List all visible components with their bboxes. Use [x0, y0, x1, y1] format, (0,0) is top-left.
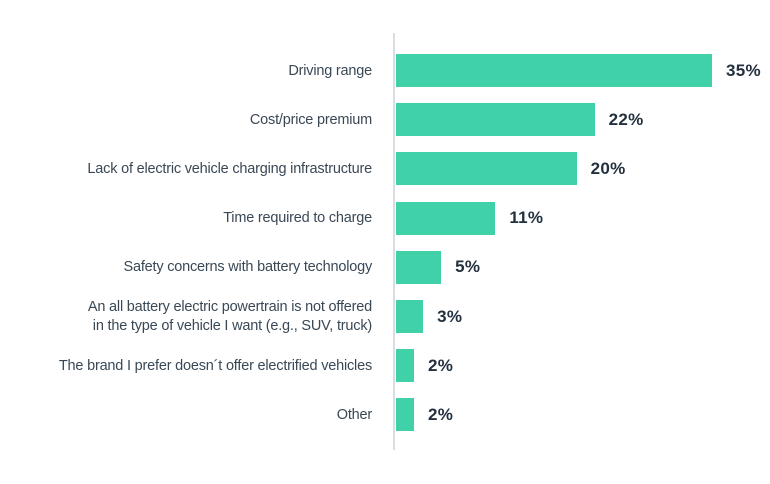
y-axis-line: [393, 33, 395, 450]
chart-row: The brand I prefer doesn´t offer electri…: [0, 341, 770, 390]
value-label: 22%: [608, 109, 644, 129]
category-label: Lack of electric vehicle charging infras…: [87, 160, 372, 177]
bar: [396, 349, 415, 383]
category-label: Time required to charge: [223, 210, 372, 227]
bar-area: 5%: [396, 250, 770, 284]
value-label: 5%: [455, 257, 481, 277]
bar-area: 35%: [396, 54, 770, 88]
bar: [396, 250, 442, 284]
category-label: The brand I prefer doesn´t offer electri…: [58, 357, 372, 374]
category-label: Driving range: [288, 62, 372, 79]
chart-row: Cost/price premium 22%: [0, 95, 770, 144]
chart-rows: Driving range 35% Cost/price premium 22%…: [0, 46, 770, 440]
category-label: Other: [336, 406, 372, 423]
bar-area: 3%: [396, 300, 770, 334]
value-label: 35%: [726, 60, 761, 80]
category-label: Cost/price premium: [249, 111, 372, 128]
bar-area: 11%: [396, 201, 770, 235]
bar: [396, 54, 712, 88]
chart-row: Other 2%: [0, 390, 770, 439]
value-label: 3%: [437, 306, 463, 326]
bar: [396, 103, 595, 137]
bar: [396, 201, 496, 235]
bar-area: 20%: [396, 152, 770, 186]
bar: [396, 300, 424, 334]
bar: [396, 152, 577, 186]
value-label: 2%: [428, 404, 454, 424]
bar-area: 2%: [396, 349, 770, 383]
chart-row: Lack of electric vehicle charging infras…: [0, 144, 770, 193]
chart-row: Time required to charge 11%: [0, 194, 770, 243]
value-label: 11%: [509, 208, 544, 228]
chart-row: Driving range 35%: [0, 46, 770, 95]
category-label: Safety concerns with battery technology: [123, 259, 372, 276]
bar: [396, 398, 415, 432]
value-label: 2%: [428, 355, 454, 375]
value-label: 20%: [590, 158, 626, 178]
chart-row: An all battery electric powertrain is no…: [0, 292, 770, 341]
bar-area: 22%: [396, 103, 770, 137]
bar-area: 2%: [396, 398, 770, 432]
category-label: An all battery electric powertrain is no…: [87, 299, 372, 334]
chart-row: Safety concerns with battery technology …: [0, 243, 770, 292]
